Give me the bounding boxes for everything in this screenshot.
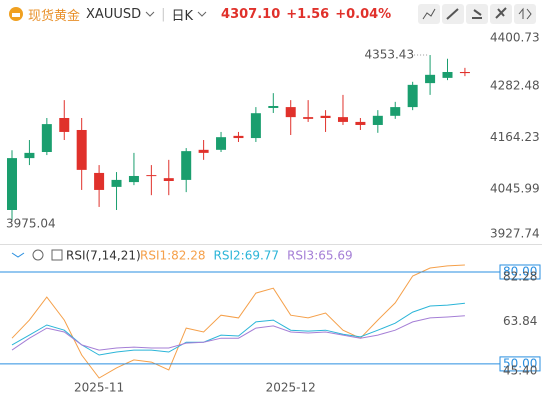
- low-label: 3975.04: [6, 217, 56, 231]
- rsi-line: [11, 302, 465, 356]
- change: +1.56: [286, 6, 330, 22]
- level-box: [499, 356, 541, 372]
- candle-body: [303, 117, 314, 119]
- symbol[interactable]: XAUUSD: [86, 6, 142, 22]
- collapse-icon[interactable]: [11, 252, 25, 258]
- candle-body: [372, 115, 383, 125]
- y-tick-label: 4282.48: [490, 78, 540, 92]
- legend-entry: RSI1:82.28: [140, 249, 206, 263]
- candle-body: [163, 178, 174, 181]
- y-tick-label: 3927.74: [490, 227, 540, 241]
- instrument-name[interactable]: 现货黄金: [28, 8, 81, 24]
- dropdown[interactable]: [145, 9, 155, 19]
- candle-body: [268, 106, 279, 108]
- y-tick-label: 4164.23: [490, 130, 540, 144]
- rsi-title: RSI(7,14,21): [66, 249, 141, 263]
- y-tick-label: 63.84: [503, 314, 537, 328]
- candle-body: [181, 151, 192, 180]
- y-tick-label: 4400.73: [490, 31, 540, 45]
- candle-body: [407, 84, 418, 108]
- legend-entry: RSI2:69.77: [214, 249, 280, 263]
- rsi-line: [11, 315, 465, 351]
- indicator-icon[interactable]: [51, 249, 63, 261]
- candle-body: [390, 107, 401, 116]
- price: 4307.10: [221, 6, 281, 22]
- candle-body: [59, 117, 70, 132]
- candle-body: [233, 135, 244, 139]
- candle-body: [250, 113, 261, 139]
- candle-body: [337, 117, 348, 122]
- period[interactable]: 日K: [171, 8, 194, 24]
- candle-body: [320, 115, 331, 118]
- candle-body: [111, 179, 122, 187]
- candle-body: [355, 121, 366, 125]
- y-tick-label: 4045.99: [490, 182, 540, 196]
- toolbar: 现货黄金 XAUUSD | 日K 4307.10 +1.56 +0.04%: [0, 0, 542, 28]
- tools: [418, 4, 536, 24]
- tool-button[interactable]: [466, 4, 488, 24]
- level-label: 50.00: [503, 356, 537, 370]
- candle-body: [128, 175, 139, 183]
- candle-body: [146, 175, 157, 177]
- candle-body: [442, 71, 453, 78]
- candle-body: [285, 107, 296, 118]
- candle-body: [7, 158, 17, 210]
- candle-body: [198, 149, 209, 153]
- x-tick-label: 2025-12: [266, 381, 316, 395]
- high-label: 4353.43: [364, 48, 414, 62]
- tool-button[interactable]: [514, 4, 536, 24]
- candle-body: [216, 137, 227, 150]
- level-label: 80.00: [503, 264, 537, 278]
- candle-body: [459, 71, 470, 74]
- y-tick-label: 82.28: [503, 270, 537, 284]
- candle-body: [41, 124, 52, 153]
- level-box: [499, 264, 541, 280]
- settings-icon[interactable]: [32, 249, 44, 261]
- candle-body: [94, 172, 105, 190]
- rsi-line: [11, 264, 465, 379]
- gold-icon: [9, 7, 23, 21]
- candle-body: [76, 129, 87, 170]
- candle-body: [24, 152, 35, 159]
- y-tick-label: 45.40: [503, 364, 537, 378]
- change-pct: +0.04%: [335, 6, 392, 22]
- dropdown[interactable]: [197, 9, 207, 19]
- divider: |: [161, 6, 166, 22]
- x-tick-label: 2025-11: [74, 381, 124, 395]
- candle-body: [425, 74, 436, 84]
- legend-entry: RSI3:65.69: [287, 249, 353, 263]
